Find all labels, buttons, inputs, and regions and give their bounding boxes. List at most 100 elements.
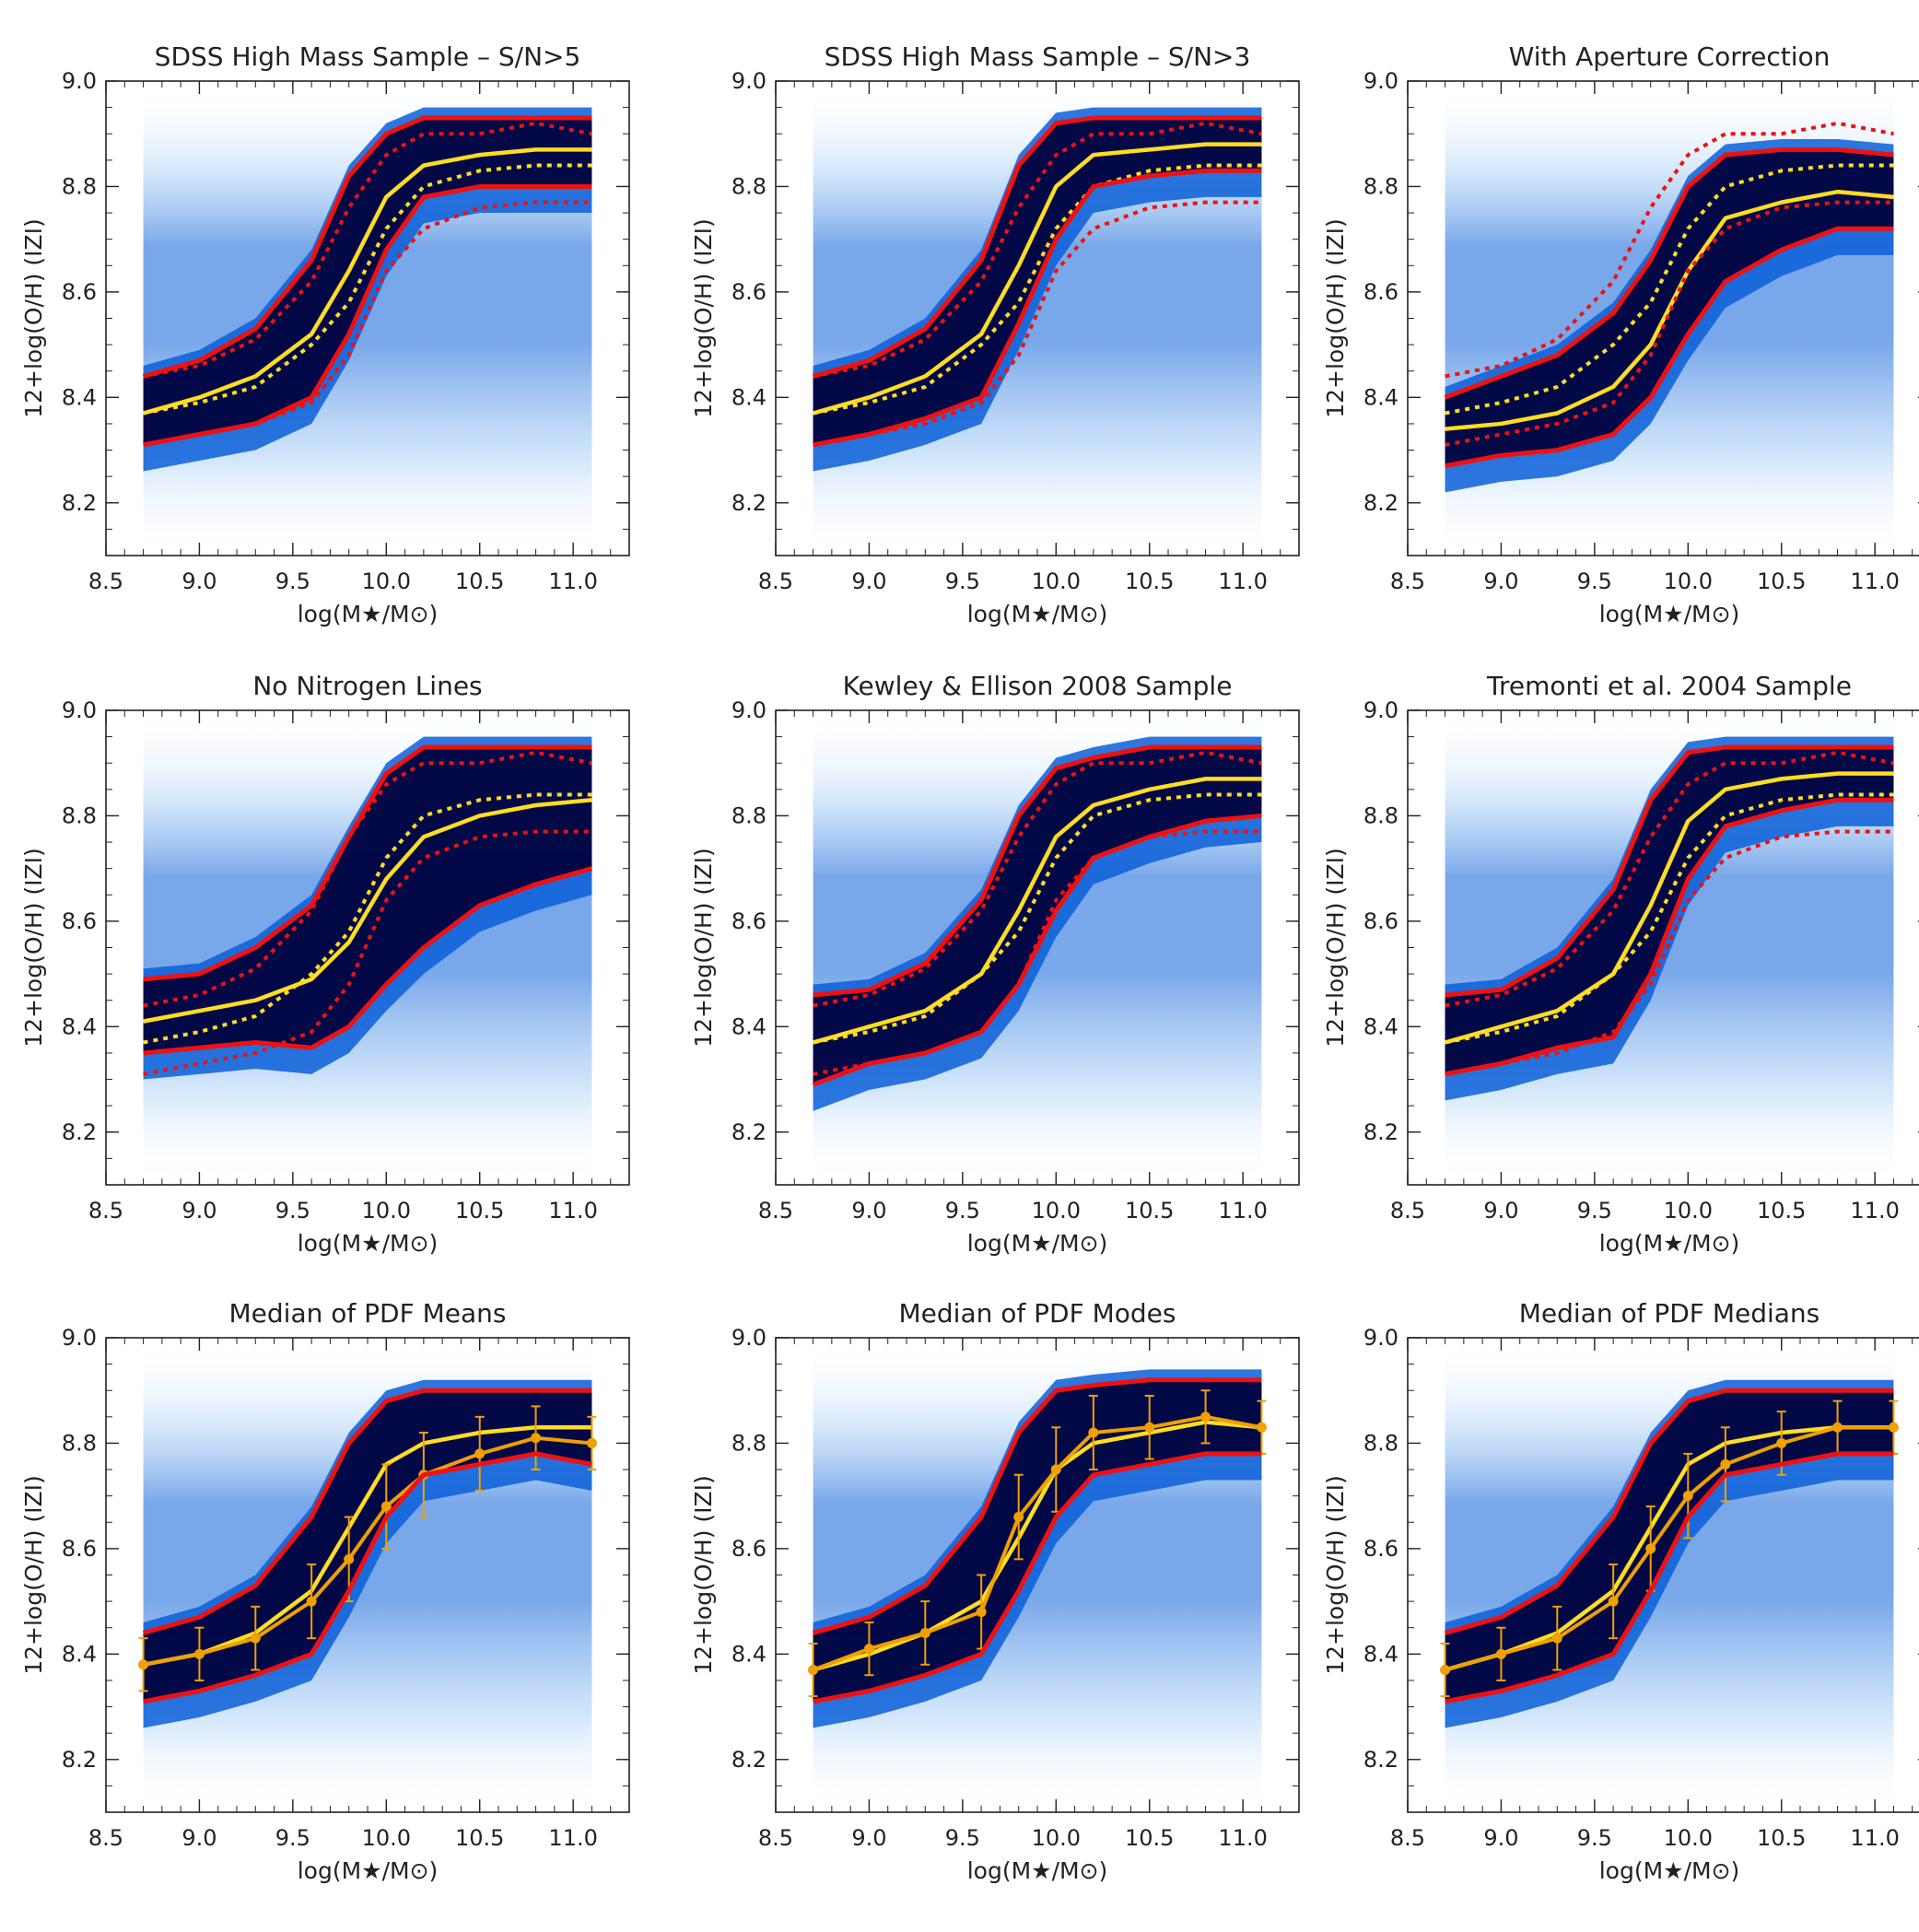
plot-area xyxy=(812,710,1262,1185)
plot-area xyxy=(142,81,592,556)
data-point xyxy=(976,1607,987,1618)
series-line-reference-upper xyxy=(1445,121,1894,379)
chart-title: SDSS High Mass Sample – S/N>3 xyxy=(825,41,1251,72)
y-tick-label: 8.4 xyxy=(62,1013,97,1039)
y-tick-label: 8.6 xyxy=(62,908,97,934)
y-axis-label: 12+log(O/H) (IZI) xyxy=(1322,218,1349,418)
series-line-upper-contour xyxy=(813,744,1262,998)
y-tick-label: 8.8 xyxy=(731,1430,766,1456)
y-tick-label: 8.4 xyxy=(731,1641,766,1667)
y-axis-label: 12+log(O/H) (IZI) xyxy=(690,218,717,418)
chart-panel-5: 8.5 9.0 9.5 10.0 10.5 11.0 8.2 8.4 8.6 8.8 9.0 Kewl… xyxy=(690,671,1300,1257)
x-axis-label: log(M★/M⊙) xyxy=(967,1230,1108,1257)
y-tick-label: 8.2 xyxy=(1363,1119,1398,1145)
series-line-pdf-statistic xyxy=(143,1435,592,1667)
y-tick-label: 8.8 xyxy=(1363,802,1398,828)
series-line-reference-lower xyxy=(1445,829,1894,1076)
y-tick-label: 8.2 xyxy=(1363,490,1398,516)
data-point xyxy=(919,1627,930,1638)
series-line-median xyxy=(812,777,1262,1045)
y-tick-label: 8.6 xyxy=(1363,279,1398,305)
x-axis-label: log(M★/M⊙) xyxy=(1599,601,1740,627)
y-axis-label: 12+log(O/H) (IZI) xyxy=(20,848,47,1048)
y-tick-label: 8.6 xyxy=(731,279,766,305)
x-tick-label: 11.0 xyxy=(548,1825,597,1851)
y-tick-label: 8.4 xyxy=(1363,384,1398,410)
y-tick-label: 8.6 xyxy=(731,1536,766,1562)
y-tick-label: 8.8 xyxy=(62,802,97,828)
x-tick-label: 9.0 xyxy=(1483,1825,1518,1851)
x-tick-label: 9.5 xyxy=(1577,1198,1612,1224)
x-tick-label: 10.5 xyxy=(1757,1825,1806,1851)
y-tick-label: 8.6 xyxy=(731,908,766,934)
plot-area xyxy=(812,81,1262,556)
series-line-median xyxy=(1444,1425,1894,1672)
series-line-pdf-statistic xyxy=(1445,1425,1894,1672)
y-tick-label: 8.6 xyxy=(62,279,97,305)
chart-panel-6: 8.5 9.0 9.5 10.0 10.5 11.0 8.2 8.4 8.6 8.8 9.0 Trem… xyxy=(1322,671,1919,1257)
y-tick-label: 8.2 xyxy=(731,1119,766,1145)
y-tick-label: 8.8 xyxy=(731,173,766,199)
x-tick-label: 10.0 xyxy=(362,1825,411,1851)
data-point xyxy=(1682,1491,1693,1502)
x-tick-label: 8.5 xyxy=(758,568,793,594)
series-line-reference-lower xyxy=(143,829,592,1076)
x-tick-label: 9.5 xyxy=(945,1198,980,1224)
y-axis-label: 12+log(O/H) (IZI) xyxy=(690,1475,717,1675)
data-point xyxy=(863,1644,874,1655)
x-tick-label: 10.0 xyxy=(1032,568,1081,594)
x-tick-label: 11.0 xyxy=(1850,1825,1899,1851)
series-line-reference-median xyxy=(1445,792,1894,1045)
x-tick-label: 11.0 xyxy=(548,568,597,594)
y-axis-label: 12+log(O/H) (IZI) xyxy=(1322,848,1349,1048)
x-tick-label: 10.5 xyxy=(1757,1198,1806,1224)
y-tick-label: 8.2 xyxy=(62,1747,97,1773)
y-tick-label: 9.0 xyxy=(1363,68,1398,94)
data-point xyxy=(474,1448,486,1459)
y-tick-label: 9.0 xyxy=(62,1325,97,1351)
series-line-lower-contour xyxy=(1445,226,1894,469)
data-point xyxy=(1050,1464,1061,1475)
y-axis-label: 12+log(O/H) (IZI) xyxy=(1322,1475,1349,1675)
series-line-median xyxy=(1445,189,1894,431)
x-axis-label: log(M★/M⊙) xyxy=(1599,1230,1740,1257)
density-core xyxy=(1445,747,1894,1074)
x-axis-label: log(M★/M⊙) xyxy=(967,601,1108,627)
x-tick-label: 9.5 xyxy=(1577,1825,1612,1851)
y-axis-label: 12+log(O/H) (IZI) xyxy=(20,218,47,418)
y-tick-label: 9.0 xyxy=(731,1325,766,1351)
chart-title: Kewley & Ellison 2008 Sample xyxy=(843,671,1233,701)
plot-area xyxy=(138,1338,597,1812)
series-line-reference-median xyxy=(1445,163,1894,416)
data-point xyxy=(1645,1543,1656,1554)
x-tick-label: 9.0 xyxy=(181,1198,216,1224)
plot-area xyxy=(1444,710,1894,1185)
plot-area xyxy=(1444,81,1894,556)
series-line-lower-contour xyxy=(1445,1451,1894,1704)
series-line-reference-upper xyxy=(143,750,592,1008)
series-line-upper-contour xyxy=(1445,744,1894,998)
x-tick-label: 10.5 xyxy=(1757,568,1806,594)
data-point xyxy=(138,1659,149,1670)
x-tick-label: 11.0 xyxy=(548,1198,597,1224)
y-tick-label: 8.2 xyxy=(1363,1747,1398,1773)
series-line-median xyxy=(142,147,592,416)
series-line-upper-contour xyxy=(142,115,592,379)
series-line-upper-contour xyxy=(1444,1388,1894,1635)
x-tick-label: 10.0 xyxy=(362,568,411,594)
data-point xyxy=(306,1596,317,1607)
series-line-upper-contour xyxy=(812,115,1262,379)
chart-panel-4: 8.5 9.0 9.5 10.0 10.5 11.0 8.2 8.4 8.6 8.8 9.0 No N… xyxy=(20,671,630,1257)
chart-title: SDSS High Mass Sample – S/N>5 xyxy=(155,41,581,72)
y-tick-label: 9.0 xyxy=(1363,697,1398,723)
x-tick-label: 10.0 xyxy=(1664,1198,1713,1224)
series-line-reference-median xyxy=(143,163,592,416)
data-point xyxy=(1013,1512,1024,1523)
x-tick-label: 9.5 xyxy=(945,1825,980,1851)
chart-panel-2: 8.5 9.0 9.5 10.0 10.5 11.0 8.2 8.4 8.6 8.8 9.0 SDSS… xyxy=(690,41,1300,627)
y-tick-label: 8.6 xyxy=(1363,1536,1398,1562)
data-point xyxy=(1440,1665,1451,1675)
data-point xyxy=(380,1501,392,1512)
plot-area xyxy=(1440,1338,1899,1812)
y-tick-label: 9.0 xyxy=(731,697,766,723)
